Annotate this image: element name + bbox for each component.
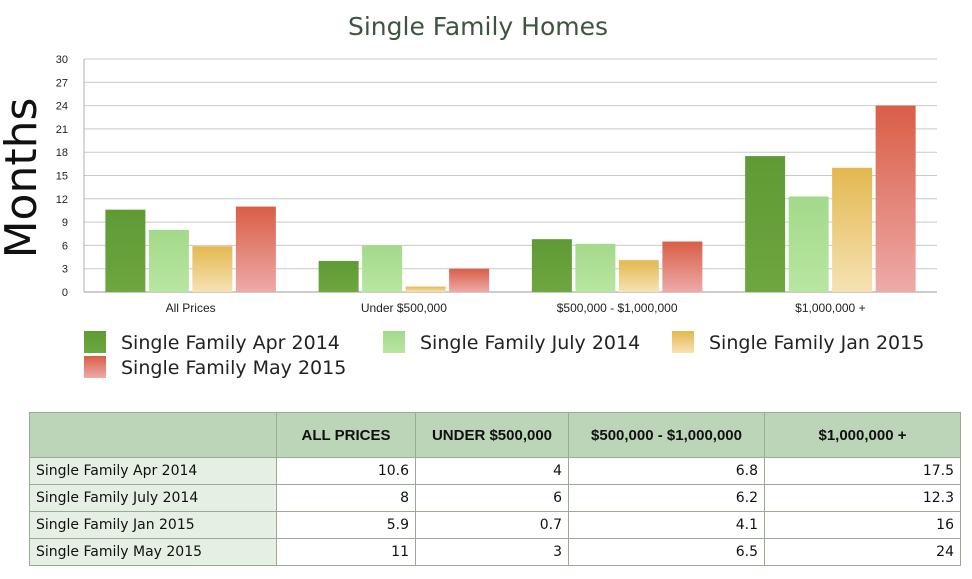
table-header-blank <box>29 412 277 458</box>
data-table: ALL PRICES UNDER $500,000 $500,000 - $1,… <box>29 412 961 566</box>
table-cell: 6 <box>415 484 569 512</box>
table-cell: 12.3 <box>764 484 961 512</box>
legend: Single Family Apr 2014 Single Family July… <box>84 331 924 379</box>
x-axis-categories: All Prices Under $500,000 $500,000 - $1,00… <box>166 301 866 315</box>
bar <box>362 245 403 292</box>
table-header-500k-1m: $500,000 - $1,000,000 <box>568 412 765 458</box>
legend-label: Single Family May 2015 <box>121 357 346 379</box>
table-cell: 24 <box>764 538 961 566</box>
bar <box>531 239 572 292</box>
legend-swatch <box>672 331 694 353</box>
table-header-row: ALL PRICES UNDER $500,000 $500,000 - $1,… <box>29 412 961 458</box>
table-cell: 6.2 <box>568 484 765 512</box>
bar <box>449 268 490 292</box>
legend-label: Single Family July 2014 <box>420 332 640 354</box>
table-cell: 3 <box>415 538 569 566</box>
table-header-1m-plus: $1,000,000 + <box>764 412 961 458</box>
table-cell: 5.9 <box>276 511 416 539</box>
table-cell: 6.5 <box>568 538 765 566</box>
bar <box>745 156 786 292</box>
table-cell: 0.7 <box>415 511 569 539</box>
legend-label: Single Family Jan 2015 <box>709 332 924 354</box>
y-tick-label: 21 <box>56 124 68 136</box>
bar <box>575 243 616 292</box>
y-axis-ticks: 0 3 6 9 12 15 18 21 24 27 30 <box>56 54 68 299</box>
y-tick-label: 6 <box>62 240 68 252</box>
x-category-label: Under $500,000 <box>361 301 447 315</box>
y-tick-label: 30 <box>56 54 68 66</box>
table-cell: 4.1 <box>568 511 765 539</box>
y-tick-label: 3 <box>62 264 68 276</box>
table-cell: 6.8 <box>568 457 765 485</box>
table-row-label: Single Family Apr 2014 <box>29 457 277 485</box>
y-tick-label: 9 <box>62 217 68 229</box>
legend-label: Single Family Apr 2014 <box>121 332 340 354</box>
y-tick-label: 12 <box>56 194 68 206</box>
y-tick-label: 18 <box>56 147 68 159</box>
table-row-label: Single Family May 2015 <box>29 538 277 566</box>
table-row-label: Single Family Jan 2015 <box>29 511 277 539</box>
table-cell: 17.5 <box>764 457 961 485</box>
bars <box>105 105 916 292</box>
bar <box>192 246 233 292</box>
table-row: Single Family Apr 2014 10.6 4 6.8 17.5 <box>29 457 961 485</box>
y-tick-label: 24 <box>56 101 68 113</box>
bar <box>662 241 703 292</box>
x-category-label: All Prices <box>166 301 216 315</box>
table-cell: 16 <box>764 511 961 539</box>
table-cell: 8 <box>276 484 416 512</box>
table-row: Single Family May 2015 11 3 6.5 24 <box>29 538 961 566</box>
table-cell: 10.6 <box>276 457 416 485</box>
x-category-label: $500,000 - $1,000,000 <box>557 301 678 315</box>
table-header-under-500k: UNDER $500,000 <box>415 412 569 458</box>
table-row: Single Family July 2014 8 6 6.2 12.3 <box>29 484 961 512</box>
bar <box>832 167 873 292</box>
bar <box>618 260 659 292</box>
table-header-all-prices: ALL PRICES <box>276 412 416 458</box>
bar <box>105 209 146 292</box>
legend-swatch <box>383 331 405 353</box>
bar <box>148 229 189 292</box>
table-cell: 11 <box>276 538 416 566</box>
x-category-label: $1,000,000 + <box>795 301 865 315</box>
bar <box>788 196 829 292</box>
bar <box>875 105 916 292</box>
legend-swatch <box>84 331 106 353</box>
table-row-label: Single Family July 2014 <box>29 484 277 512</box>
bar <box>235 206 276 292</box>
table-cell: 4 <box>415 457 569 485</box>
y-tick-label: 27 <box>56 77 68 89</box>
y-tick-label: 15 <box>56 171 68 183</box>
bar <box>405 286 446 292</box>
bar-chart: Single Family Homes Months 0 3 6 9 12 15 18 21 2… <box>0 12 937 379</box>
chart-title: Single Family Homes <box>348 12 608 41</box>
y-axis-label: Months <box>0 98 47 259</box>
y-tick-label: 0 <box>62 287 68 299</box>
table-row: Single Family Jan 2015 5.9 0.7 4.1 16 <box>29 511 961 539</box>
legend-swatch <box>84 356 106 378</box>
bar <box>318 260 359 292</box>
